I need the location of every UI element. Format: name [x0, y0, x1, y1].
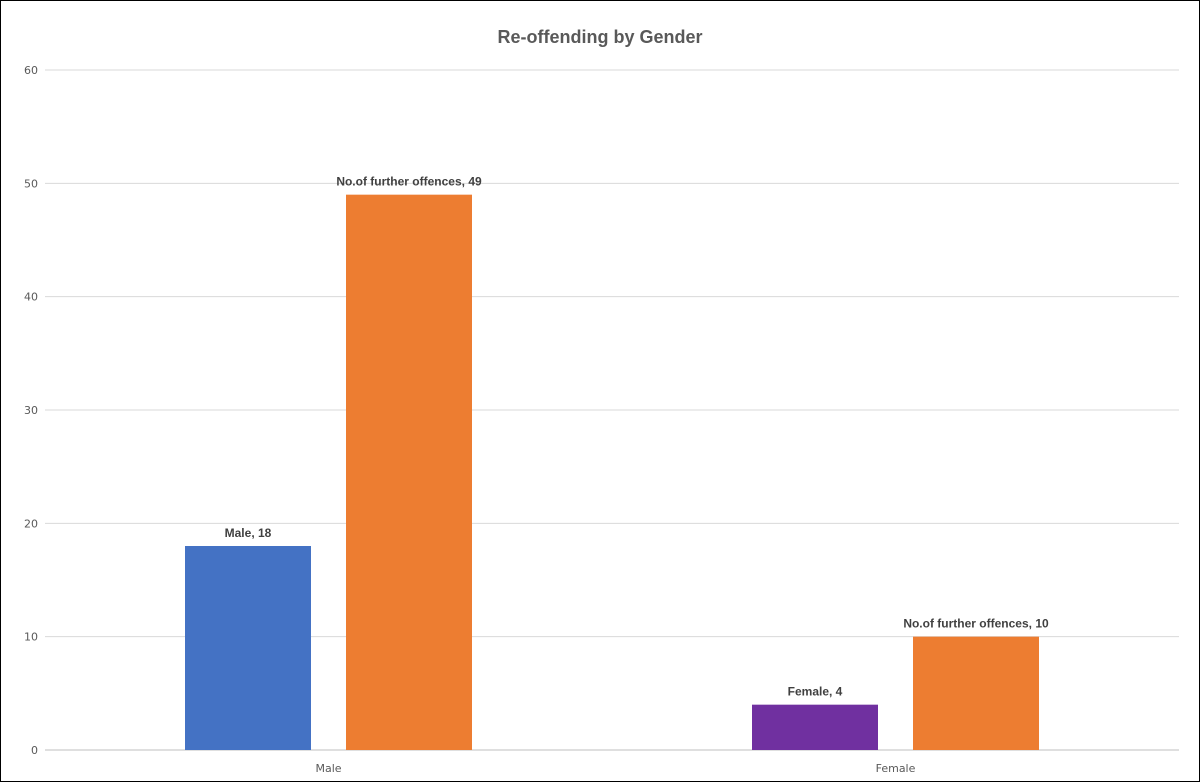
y-axis-ticks: 0 10 20 30 40 50 60 — [24, 64, 38, 757]
data-label: No.of further offences, 10 — [903, 617, 1049, 631]
data-label: No.of further offences, 49 — [336, 175, 482, 189]
x-axis-categories: Male Female — [315, 762, 915, 775]
data-label: Female, 4 — [788, 685, 843, 699]
y-tick-label: 10 — [24, 631, 38, 644]
bar — [185, 546, 311, 750]
bar — [913, 636, 1039, 750]
category-label: Female — [876, 762, 916, 775]
y-tick-label: 0 — [31, 744, 38, 757]
y-tick-label: 30 — [24, 404, 38, 417]
y-tick-label: 40 — [24, 291, 38, 304]
data-label: Male, 18 — [225, 526, 272, 540]
bar — [752, 704, 878, 750]
y-tick-label: 50 — [24, 177, 38, 190]
bars — [185, 194, 1039, 750]
y-tick-label: 20 — [24, 517, 38, 530]
category-label: Male — [315, 762, 341, 775]
y-tick-label: 60 — [24, 64, 38, 77]
chart-title: Re-offending by Gender — [497, 27, 702, 47]
data-labels: Male, 18 No.of further offences, 49 Female… — [225, 175, 1049, 699]
bar — [346, 194, 472, 750]
